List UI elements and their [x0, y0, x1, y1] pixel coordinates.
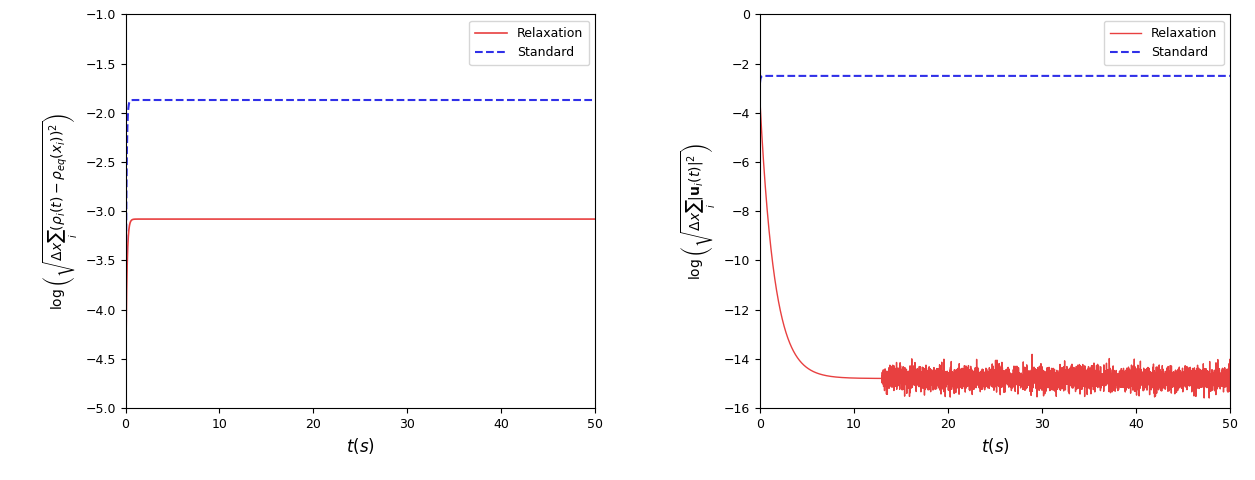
Standard: [424, 97, 439, 103]
Relaxation: [1103, 371, 1118, 376]
Legend: Relaxation, Standard: Relaxation, Standard: [1103, 21, 1224, 65]
Standard: [505, 97, 520, 103]
Relaxation: [932, 365, 948, 371]
Line: Relaxation: Relaxation: [126, 219, 595, 408]
Relaxation: [1222, 381, 1237, 386]
Standard: [1222, 73, 1237, 79]
Standard: [203, 97, 218, 103]
Line: Relaxation: Relaxation: [761, 100, 1230, 398]
Legend: Relaxation, Standard: Relaxation, Standard: [469, 21, 589, 65]
Standard: [118, 405, 133, 411]
Standard: [774, 73, 789, 79]
Relaxation: [1034, 373, 1049, 379]
Standard: [838, 73, 853, 79]
Standard: [753, 81, 768, 86]
Standard: [932, 73, 948, 79]
Relaxation: [203, 216, 218, 222]
Standard: [297, 97, 312, 103]
Standard: [1034, 73, 1049, 79]
Relaxation: [753, 97, 768, 103]
Standard: [148, 97, 163, 103]
Relaxation: [118, 405, 133, 411]
Relaxation: [505, 216, 520, 222]
Relaxation: [400, 216, 415, 222]
Relaxation: [838, 375, 853, 381]
Standard: [587, 97, 602, 103]
Standard: [400, 97, 415, 103]
Relaxation: [468, 216, 483, 222]
Standard: [468, 97, 483, 103]
Relaxation: [297, 216, 312, 222]
Relaxation: [424, 216, 439, 222]
Relaxation: [1058, 374, 1073, 380]
Standard: [1138, 73, 1153, 79]
Y-axis label: $\log\left(\sqrt{\Delta x\sum_i(\rho_i(t)-\rho_{eq}(x_i))^2}\right)$: $\log\left(\sqrt{\Delta x\sum_i(\rho_i(t…: [41, 112, 80, 310]
Standard: [1058, 73, 1073, 79]
Relaxation: [1202, 395, 1217, 401]
Y-axis label: $\log\left(\sqrt{\Delta x\sum_i|\mathbf{u}_i(t)|^2}\right)$: $\log\left(\sqrt{\Delta x\sum_i|\mathbf{…: [680, 143, 718, 279]
Line: Standard: Standard: [126, 100, 595, 408]
Line: Standard: Standard: [761, 76, 1230, 84]
Standard: [1103, 73, 1118, 79]
Relaxation: [1138, 369, 1153, 374]
X-axis label: $t(s)$: $t(s)$: [346, 436, 375, 456]
Relaxation: [161, 216, 176, 222]
X-axis label: $t(s)$: $t(s)$: [980, 436, 1009, 456]
Relaxation: [587, 216, 602, 222]
